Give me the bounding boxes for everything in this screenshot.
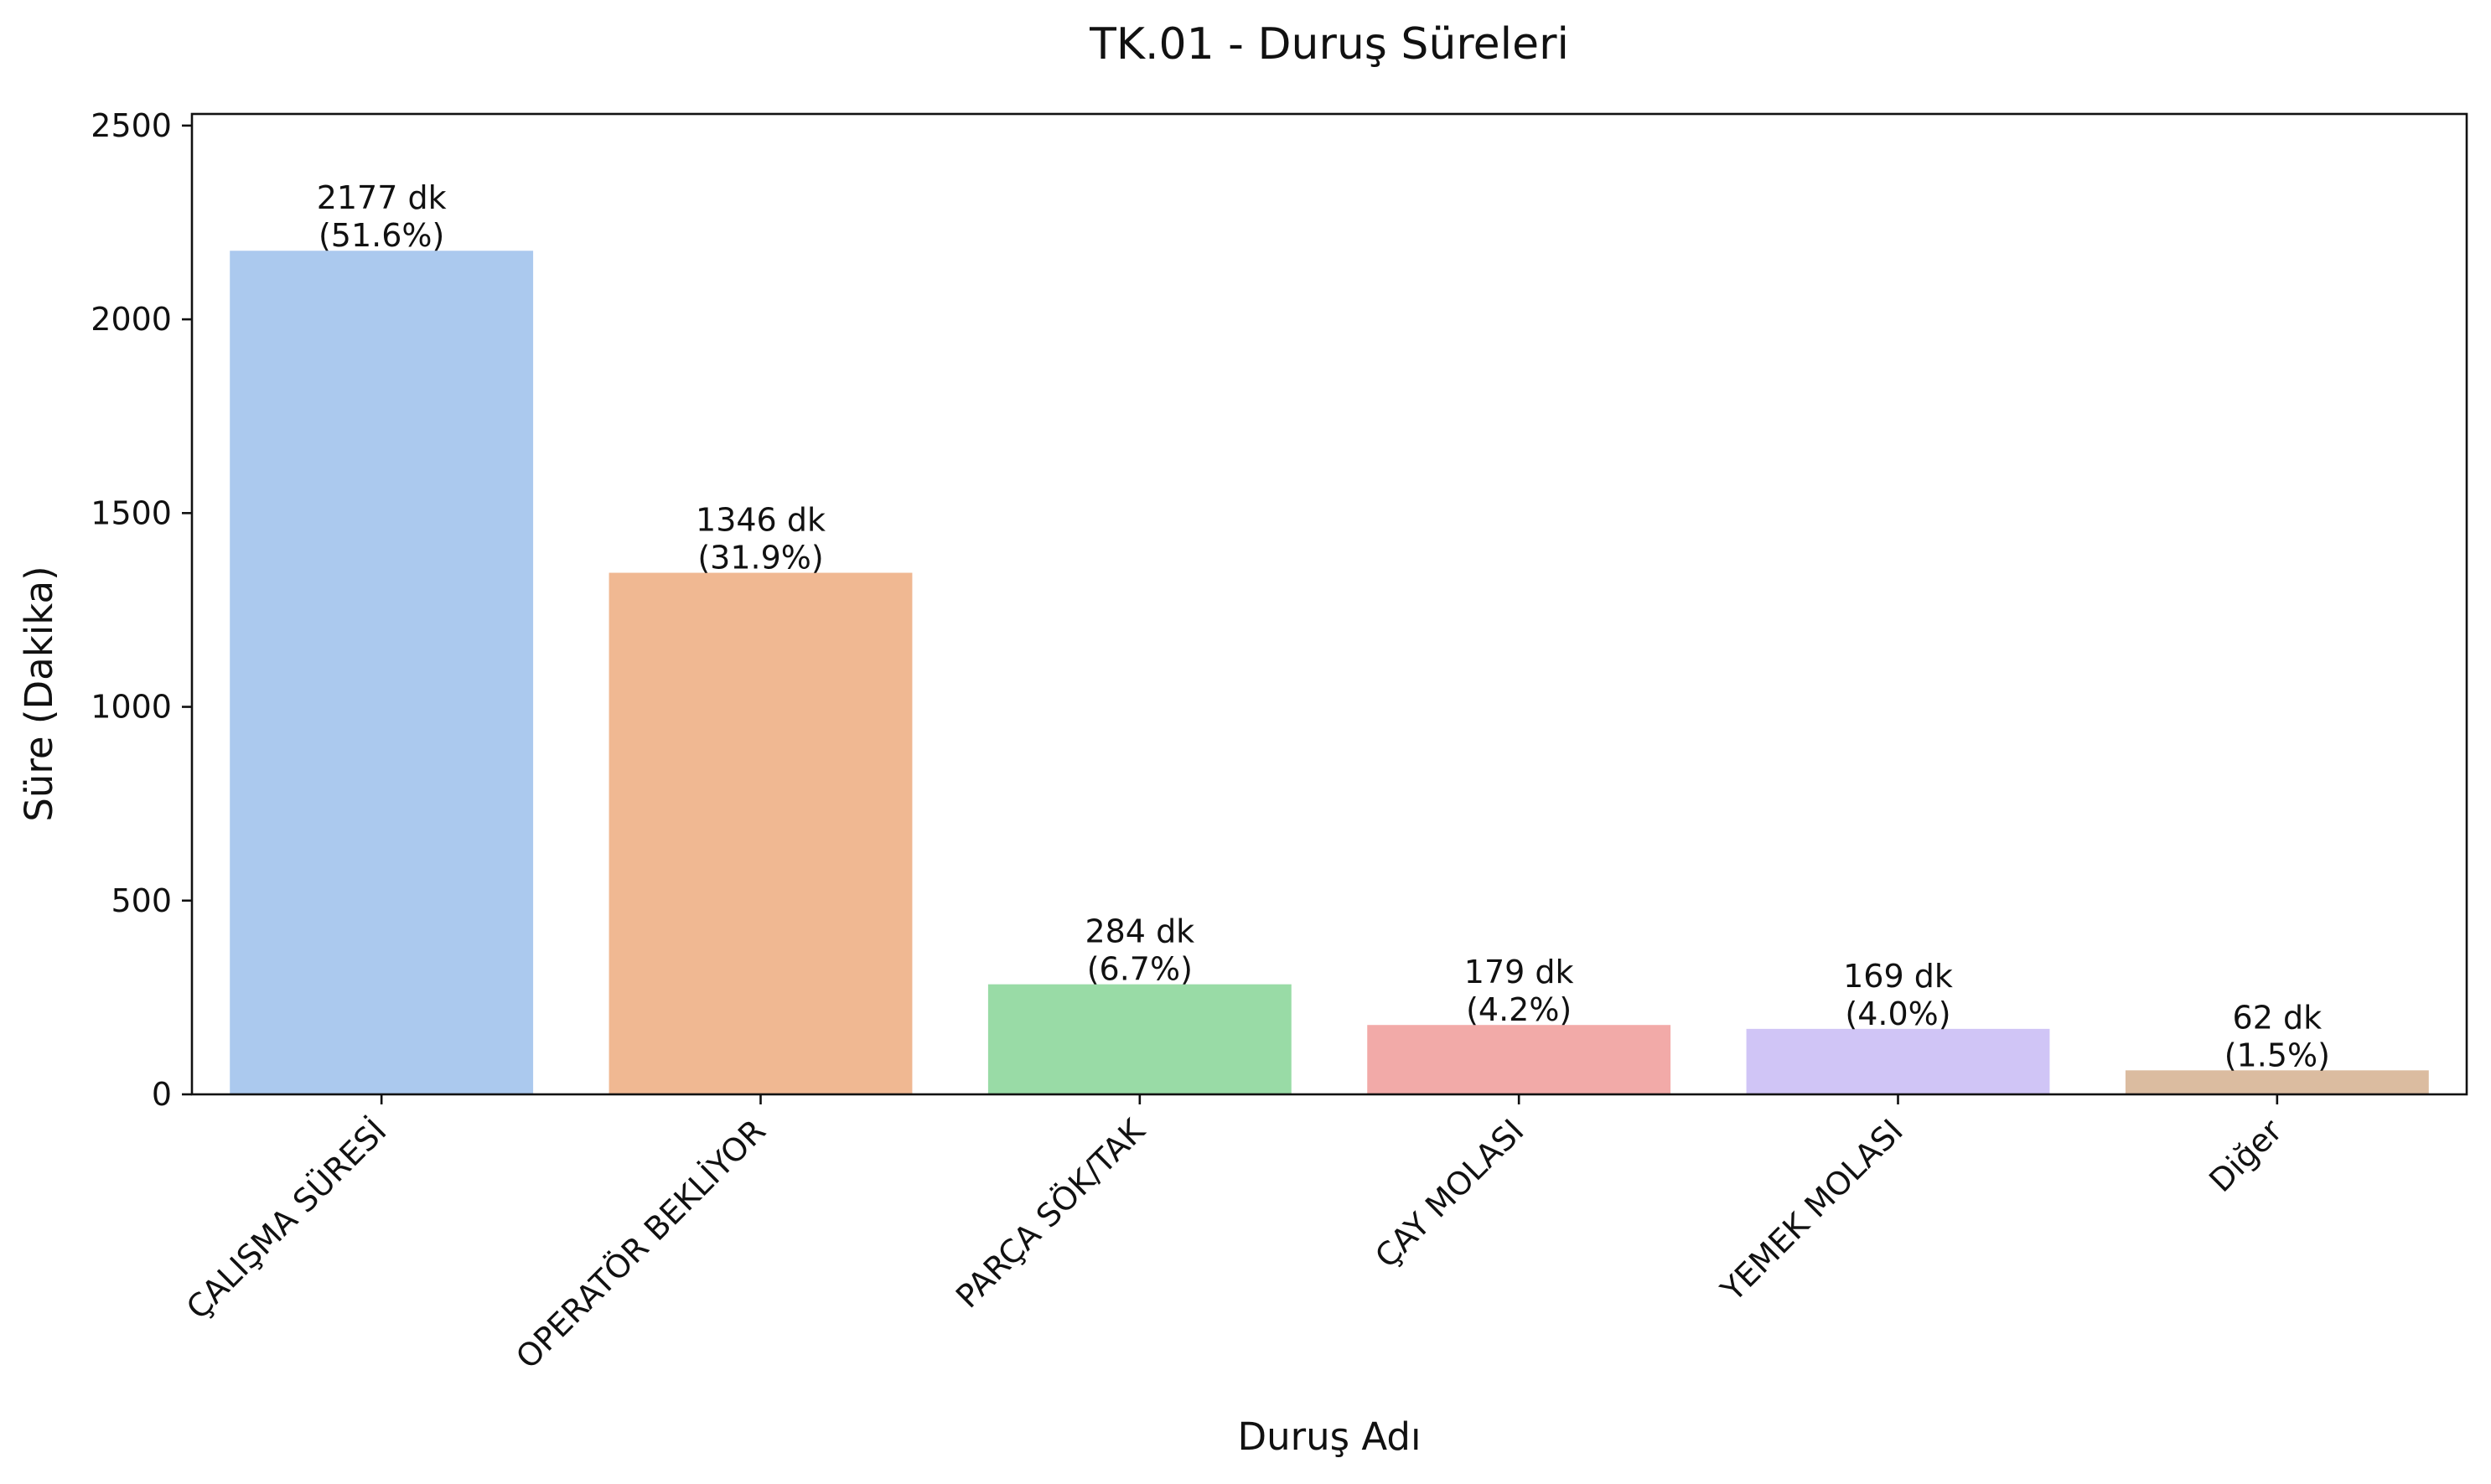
x-tick-label-4: YEMEK MOLASI: [1713, 1112, 1910, 1309]
x-tick-label-5: Diğer: [2202, 1112, 2289, 1199]
data-label-percent-2: (6.7%): [1087, 951, 1193, 988]
x-axis-label: Duruş Adı: [1237, 1414, 1421, 1459]
y-tick-label-4: 2000: [91, 301, 172, 338]
data-label-value-1: 1346 dk: [696, 502, 826, 539]
x-tick-label-0: ÇALIŞMA SÜRESİ: [179, 1112, 394, 1326]
data-label-percent-3: (4.2%): [1466, 991, 1572, 1028]
data-label-value-0: 2177 dk: [317, 179, 447, 216]
plot-frame: [190, 112, 2468, 1096]
bar-5: [2125, 1070, 2429, 1094]
chart-title: TK.01 - Duruş Süreleri: [1089, 19, 1569, 70]
x-tick-label-2: PARÇA SÖK/TAK: [949, 1111, 1152, 1315]
bar-4: [1746, 1028, 2050, 1094]
y-tick-label-5: 2500: [91, 107, 172, 144]
data-label-percent-4: (4.0%): [1845, 995, 1950, 1032]
x-axis-ticks: ÇALIŞMA SÜRESİ OPERATÖR BEKLİYOR PARÇA SÖK…: [179, 1094, 2289, 1376]
y-tick-label-3: 1500: [91, 494, 172, 531]
data-label-value-4: 169 dk: [1843, 958, 1953, 995]
data-label-value-2: 284 dk: [1085, 913, 1194, 950]
bar-1: [609, 572, 913, 1094]
y-axis-label: Süre (Dakika): [17, 566, 61, 821]
y-tick-label-0: 0: [152, 1076, 172, 1113]
x-tick-label-1: OPERATÖR BEKLİYOR: [509, 1112, 773, 1376]
data-label-percent-1: (31.9%): [697, 540, 823, 577]
y-tick-label-2: 1000: [91, 689, 172, 726]
data-label-percent-5: (1.5%): [2224, 1037, 2330, 1073]
data-label-value-5: 62 dk: [2233, 999, 2323, 1036]
data-label-percent-0: (51.6%): [318, 217, 444, 254]
y-axis-ticks: 0 500 1000 1500 2000 2500: [91, 107, 192, 1113]
y-tick-label-1: 500: [111, 882, 172, 919]
bars-group: 2177 dk(51.6%) 1346 dk(31.9%) 284 dk(6.7%)…: [230, 179, 2429, 1094]
data-label-value-3: 179 dk: [1464, 954, 1574, 990]
bar-0: [230, 251, 534, 1094]
x-tick-label-3: ÇAY MOLASI: [1368, 1112, 1530, 1275]
bar-3: [1367, 1025, 1671, 1094]
bar-2: [987, 984, 1292, 1094]
